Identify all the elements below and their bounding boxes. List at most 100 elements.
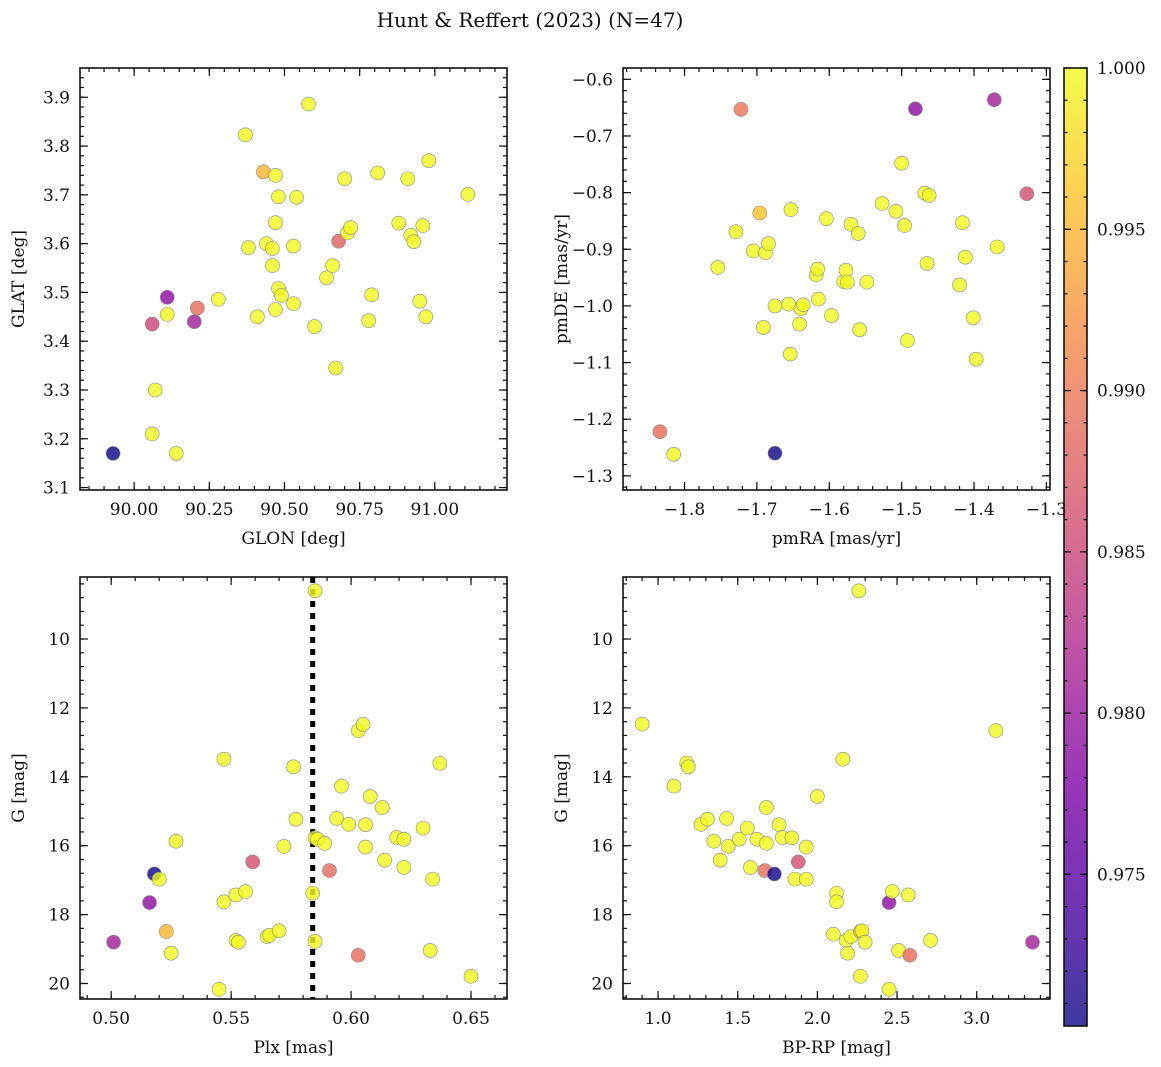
scatter-point bbox=[216, 894, 232, 910]
scatter-point bbox=[211, 982, 227, 997]
scatter-point bbox=[712, 852, 728, 868]
scatter-point bbox=[211, 291, 226, 307]
scatter-point bbox=[370, 165, 385, 181]
y-tick-label: 3.5 bbox=[43, 283, 70, 303]
scatter-points bbox=[106, 583, 479, 997]
scatter-point bbox=[238, 127, 253, 143]
scatter-point bbox=[377, 852, 392, 868]
scatter-point bbox=[874, 196, 890, 211]
scatter-point bbox=[144, 316, 160, 332]
y-tick-label: 14 bbox=[48, 768, 70, 788]
scatter-point bbox=[952, 277, 967, 293]
scatter-point bbox=[965, 310, 981, 326]
scatter-point bbox=[859, 274, 875, 290]
scatter-point bbox=[168, 833, 184, 849]
x-tick-label: 90.00 bbox=[110, 500, 159, 520]
scatter-point bbox=[241, 240, 256, 255]
scatter-point bbox=[739, 820, 755, 836]
scatter-point bbox=[733, 102, 749, 117]
scatter-point bbox=[894, 155, 909, 171]
panel-glon-glat: 90.00 90.25 90.50 90.75 91.00 3.1 3.2 3.3 3.4 3.5… bbox=[9, 67, 508, 549]
scatter-point bbox=[900, 333, 915, 348]
scatter-point bbox=[415, 820, 431, 836]
axes-frame bbox=[622, 576, 1051, 1000]
y-tick-label: 3.1 bbox=[43, 479, 70, 499]
y-tick-label: 3.4 bbox=[43, 332, 70, 352]
scatter-point bbox=[743, 860, 758, 875]
y-axis-label: pmDE [mas/yr] bbox=[552, 214, 572, 344]
scatter-point bbox=[159, 307, 175, 322]
scatter-point bbox=[412, 293, 428, 309]
scatter-point bbox=[767, 866, 782, 882]
scatter-point bbox=[301, 96, 316, 112]
x-tick-label: 91.00 bbox=[410, 500, 459, 520]
scatter-point bbox=[460, 187, 476, 202]
colorbar-frame bbox=[1063, 67, 1088, 1027]
scatter-point bbox=[840, 945, 855, 961]
scatter-point bbox=[811, 291, 826, 307]
scatter-point bbox=[231, 934, 246, 950]
scatter-point bbox=[250, 309, 265, 325]
scatter-point bbox=[189, 300, 205, 316]
y-tick-label: −0.9 bbox=[572, 240, 613, 260]
scatter-point bbox=[781, 296, 797, 312]
scatter-point bbox=[968, 351, 984, 367]
scatter-point bbox=[986, 92, 1002, 108]
scatter-point bbox=[432, 756, 448, 771]
scatter-point bbox=[790, 854, 806, 870]
x-tick-label: 0.55 bbox=[212, 1009, 250, 1029]
panel-bprp-g: 1.0 1.5 2.0 2.5 3.0 10 12 14 16 18 20 BP-RP [mag] G … bbox=[552, 576, 1051, 1058]
y-tick-label: 3.9 bbox=[43, 88, 70, 108]
y-tick-label: 20 bbox=[591, 974, 613, 994]
scatter-point bbox=[835, 751, 851, 767]
x-tick-label: 0.65 bbox=[452, 1009, 490, 1029]
x-tick-label: −1.3 bbox=[1026, 500, 1067, 520]
x-tick-label: 90.25 bbox=[185, 500, 234, 520]
x-tick-label: 90.75 bbox=[335, 500, 384, 520]
scatter-point bbox=[341, 817, 356, 832]
scatter-point bbox=[238, 884, 253, 899]
scatter-point bbox=[319, 270, 334, 286]
y-tick-label: 3.6 bbox=[43, 235, 70, 255]
scatter-point bbox=[425, 871, 440, 887]
panel-pmra-pmde: −1.8 −1.7 −1.6 −1.5 −1.4 −1.3 −1.3 −1.2 −1.1 −1.0… bbox=[552, 67, 1067, 549]
scatter-point bbox=[364, 287, 379, 303]
scatter-point bbox=[106, 934, 121, 950]
scatter-point bbox=[857, 934, 873, 950]
y-tick-label: 20 bbox=[48, 974, 70, 994]
y-tick-label: −1.2 bbox=[572, 410, 613, 430]
colorbar-tick-label: 1.000 bbox=[1097, 59, 1146, 79]
scatter-point bbox=[719, 811, 734, 826]
scatter-point bbox=[317, 835, 332, 851]
scatter-point bbox=[305, 885, 320, 901]
panel-plx-g: 0.50 0.55 0.60 0.65 10 12 14 16 18 20 Plx [mas] G [… bbox=[9, 576, 508, 1058]
scatter-point bbox=[720, 839, 736, 854]
x-tick-label: −1.5 bbox=[881, 500, 922, 520]
x-tick-label: 2.5 bbox=[884, 1009, 911, 1029]
colorbar-tick-label: 0.995 bbox=[1097, 220, 1146, 240]
y-tick-label: −0.6 bbox=[572, 70, 613, 90]
scatter-point bbox=[1025, 934, 1040, 950]
axes-frame bbox=[622, 67, 1051, 491]
scatter-point bbox=[265, 258, 280, 273]
scatter-points bbox=[105, 96, 476, 461]
scatter-point bbox=[852, 322, 867, 337]
scatter-point bbox=[307, 583, 323, 599]
figure-title: Hunt & Reffert (2023) (N=47) bbox=[377, 8, 684, 32]
scatter-point bbox=[271, 923, 287, 939]
x-axis-label: pmRA [mas/yr] bbox=[772, 529, 901, 549]
scatter-point bbox=[396, 860, 412, 875]
y-tick-label: −1.0 bbox=[572, 297, 613, 317]
scatter-point bbox=[728, 224, 744, 240]
scatter-point bbox=[700, 811, 715, 827]
scatter-point bbox=[144, 426, 160, 442]
scatter-point bbox=[400, 171, 416, 187]
x-tick-label: 3.0 bbox=[963, 1009, 990, 1029]
scatter-point bbox=[884, 884, 900, 899]
colorbar-tick-label: 0.990 bbox=[1097, 382, 1146, 402]
y-axis-label: G [mag] bbox=[552, 753, 572, 822]
x-tick-label: 1.5 bbox=[724, 1009, 751, 1029]
y-tick-label: 16 bbox=[48, 837, 70, 857]
scatter-point bbox=[331, 233, 346, 249]
